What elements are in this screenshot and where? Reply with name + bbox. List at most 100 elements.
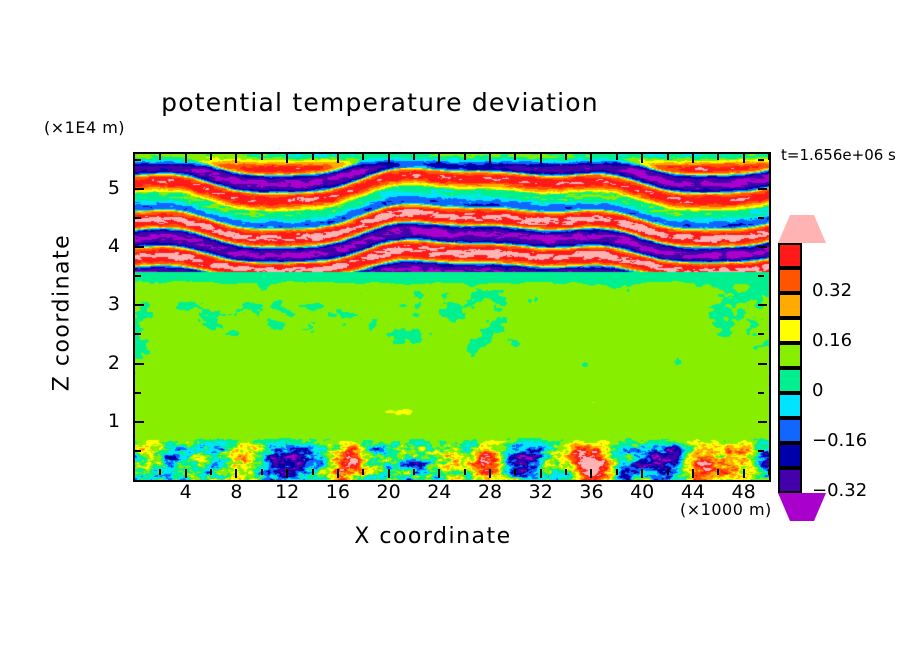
axis-tick-minor <box>135 333 141 336</box>
colorbar-segment <box>778 318 802 343</box>
axis-tick <box>438 469 441 478</box>
axis-tick <box>336 154 339 163</box>
axis-tick-minor <box>514 154 517 160</box>
colorbar-segment <box>778 368 802 393</box>
colorbar-tick-label: 0.32 <box>812 280 853 301</box>
colorbar-tick-label: 0.16 <box>812 330 853 351</box>
axis-tick-minor <box>260 154 263 160</box>
axis-tick-minor <box>666 154 669 160</box>
axis-tick-minor <box>717 154 720 160</box>
axis-tick-minor <box>666 469 669 475</box>
x-tick-label: 4 <box>179 481 192 503</box>
x-axis-unit-label: (×1000 m) <box>680 500 772 519</box>
x-tick-label: 44 <box>680 481 705 503</box>
colorbar-segment <box>778 243 802 268</box>
timestamp-annotation: t=1.656e+06 s <box>781 146 896 164</box>
axis-tick <box>758 420 767 423</box>
axis-tick-minor <box>758 449 764 452</box>
contour-plot-area <box>133 152 771 482</box>
colorbar-tick-label: −0.16 <box>812 430 868 451</box>
page-title: potential temperature deviation <box>161 88 599 117</box>
axis-tick-minor <box>412 154 415 160</box>
colorbar-tick-label: 0 <box>812 380 824 401</box>
colorbar-segment <box>778 343 802 368</box>
x-tick-label: 20 <box>376 481 401 503</box>
colorbar-segment <box>778 468 802 493</box>
axis-tick-minor <box>260 469 263 475</box>
axis-tick <box>758 362 767 365</box>
x-tick-label: 16 <box>325 481 350 503</box>
y-tick-label: 5 <box>107 176 120 199</box>
axis-tick-minor <box>135 391 141 394</box>
colorbar-under-arrow <box>778 493 826 521</box>
axis-tick-minor <box>135 449 141 452</box>
axis-tick <box>135 246 144 249</box>
x-tick-label: 12 <box>275 481 300 503</box>
colorbar-over-arrow <box>778 215 826 243</box>
colorbar-segment <box>778 443 802 468</box>
axis-tick-minor <box>565 154 568 160</box>
axis-tick <box>135 362 144 365</box>
x-tick-label: 8 <box>230 481 243 503</box>
axis-tick <box>489 154 492 163</box>
y-tick-label: 1 <box>107 409 120 432</box>
axis-tick-minor <box>362 154 365 160</box>
axis-tick <box>286 154 289 163</box>
axis-tick-minor <box>311 154 314 160</box>
axis-tick <box>135 420 144 423</box>
axis-tick <box>235 469 238 478</box>
axis-tick <box>641 154 644 163</box>
axis-tick <box>742 469 745 478</box>
axis-tick-minor <box>135 275 141 278</box>
axis-tick-minor <box>362 469 365 475</box>
axis-tick <box>758 187 767 190</box>
axis-tick <box>438 154 441 163</box>
colorbar: 0.32 0.16 0 −0.16 −0.32 <box>778 215 867 521</box>
axis-tick <box>489 469 492 478</box>
axis-tick <box>758 246 767 249</box>
axis-tick <box>286 469 289 478</box>
axis-tick <box>742 154 745 163</box>
axis-tick-minor <box>565 469 568 475</box>
axis-tick-minor <box>758 333 764 336</box>
axis-tick-minor <box>159 469 162 475</box>
axis-tick-minor <box>758 158 764 161</box>
colorbar-segment <box>778 293 802 318</box>
colorbar-segment <box>778 393 802 418</box>
x-tick-label: 28 <box>477 481 503 503</box>
axis-tick-minor <box>159 154 162 160</box>
axis-tick-minor <box>758 275 764 278</box>
axis-tick <box>758 304 767 307</box>
axis-tick <box>590 154 593 163</box>
axis-tick-minor <box>463 469 466 475</box>
axis-tick-minor <box>758 391 764 394</box>
axis-tick <box>387 469 390 478</box>
x-tick-label: 40 <box>630 481 655 503</box>
colorbar-tick-label: −0.32 <box>812 480 868 501</box>
axis-tick-minor <box>463 154 466 160</box>
axis-tick <box>691 154 694 163</box>
y-tick-label: 4 <box>107 235 120 258</box>
colorbar-segment <box>778 268 802 293</box>
axis-tick-minor <box>311 469 314 475</box>
axis-tick-minor <box>758 217 764 220</box>
axis-tick <box>135 187 144 190</box>
axis-tick-minor <box>768 469 770 475</box>
axis-tick <box>691 469 694 478</box>
axis-tick <box>387 154 390 163</box>
axis-tick <box>539 469 542 478</box>
axis-tick-minor <box>135 158 141 161</box>
axis-tick <box>184 154 187 163</box>
y-axis-unit-label: (×1E4 m) <box>44 118 126 137</box>
axis-tick-minor <box>210 154 213 160</box>
axis-tick-minor <box>135 217 141 220</box>
axis-tick-minor <box>717 469 720 475</box>
y-axis-title: Z coordinate <box>49 233 75 392</box>
axis-tick <box>336 469 339 478</box>
axis-tick-minor <box>412 469 415 475</box>
x-tick-label: 48 <box>731 481 756 503</box>
colorbar-segment <box>778 418 802 443</box>
x-axis-title: X coordinate <box>354 524 512 549</box>
axis-tick-minor <box>514 469 517 475</box>
